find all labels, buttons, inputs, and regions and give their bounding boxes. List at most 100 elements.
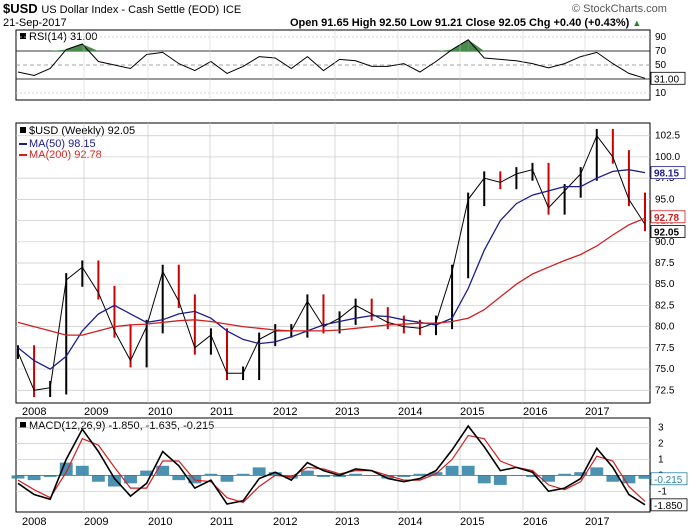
x-tick-label: 2011 xyxy=(210,516,234,528)
macd-histogram-bar xyxy=(574,472,588,476)
ma200-current-value-box xyxy=(650,210,686,224)
macd-tick-label: 2 xyxy=(658,438,664,449)
macd-histogram-bar xyxy=(461,465,475,476)
macd-histogram-bar xyxy=(252,467,266,476)
x-tick-label: 2015 xyxy=(460,516,484,528)
macd-legend: MACD(12,26,9) -1.850, -1.635, -0.215 xyxy=(20,420,214,432)
macd-histogram-bar xyxy=(542,475,555,482)
ma50-current-value-box xyxy=(650,166,686,180)
rsi-current-label xyxy=(650,71,686,85)
macd-histogram-bar xyxy=(43,475,57,477)
macd-histogram-bar xyxy=(91,475,105,482)
price-tick-label: 80.0 xyxy=(655,322,675,333)
macd-histogram-bar xyxy=(172,475,186,481)
x-tick-label: 2008 xyxy=(22,406,46,418)
macd-histogram-bar xyxy=(397,475,411,477)
x-tick-label: 2015 xyxy=(460,406,484,418)
rsi-tick-label: 10 xyxy=(655,88,667,99)
price-tick-label: 72.5 xyxy=(655,385,675,396)
macd-histogram-bar xyxy=(349,473,363,476)
macd-panel-frame xyxy=(15,417,651,513)
watermark: © StockCharts.com xyxy=(572,3,667,15)
ma200-line xyxy=(17,217,646,336)
macd-signal-line xyxy=(17,434,646,504)
rsi-current-value: 31.00 xyxy=(654,74,679,85)
macd-histogram-bar xyxy=(509,475,523,476)
macd-histogram-bar xyxy=(526,475,539,477)
x-tick-label: 2013 xyxy=(335,516,359,528)
macd-histogram-bar xyxy=(558,473,572,476)
chart-date: 21-Sep-2017 xyxy=(3,17,67,29)
ma200-current-value: 92.78 xyxy=(654,213,679,224)
macd-histogram-bar xyxy=(75,465,89,476)
macd-histogram-bar xyxy=(108,475,121,487)
x-tick-label: 2010 xyxy=(148,406,172,418)
macd-histogram-bar xyxy=(140,470,154,476)
x-tick-label: 2014 xyxy=(398,516,422,528)
price-tick-label: 85.0 xyxy=(655,279,675,290)
x-tick-label: 2011 xyxy=(210,406,234,418)
up-triangle-icon: ▲ xyxy=(632,18,642,28)
macd-x-axis: 2008 2009 2010 2011 2012 2013 2014 2015 … xyxy=(22,516,609,528)
macd-histogram-bar xyxy=(638,475,652,479)
macd-histogram-bar xyxy=(11,475,25,479)
price-tick-label: 90.0 xyxy=(655,237,675,248)
macd-histogram-bar xyxy=(156,465,170,476)
rsi-legend: RSI(14) 31.00 xyxy=(20,31,97,43)
price-legend-label: $USD (Weekly) 92.05 xyxy=(29,125,135,137)
price-current-value-box xyxy=(650,225,686,239)
macd-histogram-bar xyxy=(27,475,41,481)
rsi-overbought-fill xyxy=(468,39,485,51)
macd-tick-label: 3 xyxy=(658,423,664,434)
x-tick-label: 2008 xyxy=(22,516,46,528)
macd-hist-current-value: -0.215 xyxy=(654,475,683,486)
macd-histogram-bar xyxy=(445,465,459,476)
legend-swatch xyxy=(20,422,26,428)
macd-histogram-bar xyxy=(477,475,491,484)
macd-tick-label: 1 xyxy=(658,454,664,465)
rsi-overbought-fill xyxy=(436,49,453,51)
price-legend: $USD (Weekly) 92.05 MA(50) 98.15 MA(200)… xyxy=(19,125,135,161)
x-tick-label: 2013 xyxy=(335,406,359,418)
x-tick-label: 2012 xyxy=(273,406,297,418)
macd-histogram-bar xyxy=(413,473,427,476)
macd-histogram-bar xyxy=(622,475,636,484)
rsi-current-box xyxy=(650,71,686,85)
x-tick-label: 2009 xyxy=(84,406,108,418)
quote: Open 91.65 High 92.50 Low 91.21 Close 92… xyxy=(290,17,630,29)
price-tick-label: 102.5 xyxy=(655,131,680,142)
x-tick-label: 2017 xyxy=(585,516,609,528)
price-x-axis: 2008 2009 2010 2011 2012 2013 2014 2015 … xyxy=(22,406,609,418)
macd-histogram-bar xyxy=(365,475,379,476)
macd-histogram-bar xyxy=(204,473,218,476)
rsi-tick-label: 70 xyxy=(655,46,667,57)
rsi-tick-label: 50 xyxy=(655,60,667,71)
price-tick-label: 100.0 xyxy=(655,152,680,163)
price-tick-label: 87.5 xyxy=(655,258,675,269)
symbol: $USD xyxy=(3,1,38,16)
ma200-legend-label: MA(200) 92.78 xyxy=(29,149,102,161)
exchange: ICE xyxy=(222,4,242,16)
x-tick-label: 2009 xyxy=(84,516,108,528)
symbol-title: $USD US Dollar Index - Cash Settle (EOD)… xyxy=(3,1,241,16)
macd-histogram-bar xyxy=(493,475,507,485)
macd-histogram-bar xyxy=(268,472,282,476)
x-tick-label: 2016 xyxy=(523,516,547,528)
quote-line: Open 91.65 High 92.50 Low 91.21 Close 92… xyxy=(290,17,641,29)
macd-histogram-bar xyxy=(236,473,250,476)
macd-histogram-bar xyxy=(381,475,395,479)
price-line xyxy=(17,134,646,391)
macd-histogram-bar xyxy=(590,467,604,476)
macd-histogram-bar xyxy=(300,470,314,476)
price-tick-label: 75.0 xyxy=(655,364,675,375)
legend-swatch xyxy=(20,127,26,133)
legend-swatch xyxy=(20,33,26,39)
rsi-legend-label: RSI(14) 31.00 xyxy=(29,31,97,43)
macd-line xyxy=(17,424,646,506)
symbol-name: US Dollar Index - Cash Settle (EOD) xyxy=(41,4,220,16)
rsi-line xyxy=(17,39,646,79)
macd-hist-current-box xyxy=(650,472,688,486)
x-tick-label: 2012 xyxy=(273,516,297,528)
